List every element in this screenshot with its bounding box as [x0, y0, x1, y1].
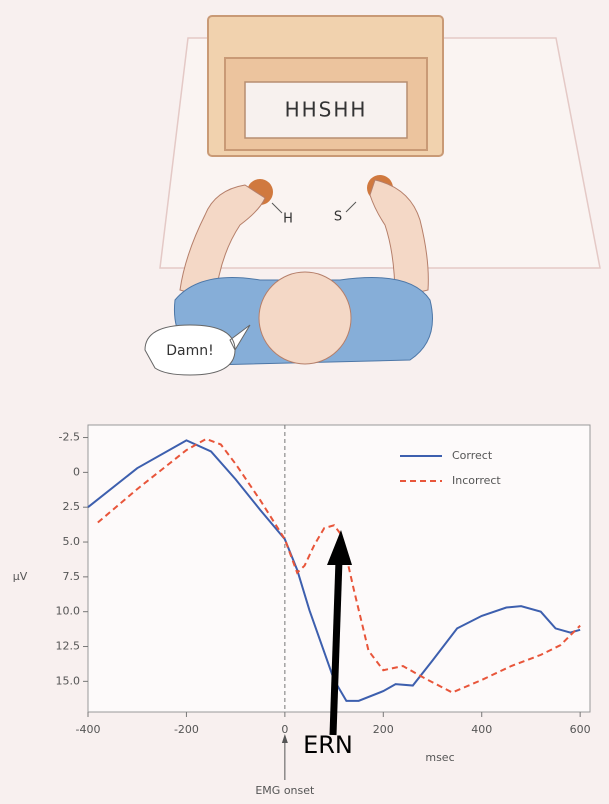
pointer — [271, 202, 283, 214]
key-label: H — [283, 212, 293, 227]
annotation-label: ERN — [303, 731, 353, 759]
annotation-arrow — [329, 559, 343, 736]
event-arrowhead — [281, 734, 288, 743]
head — [258, 271, 352, 365]
x-tick-label: 200 — [373, 723, 394, 736]
y-tick-label: 10.0 — [56, 605, 81, 618]
x-tick-label: 0 — [281, 723, 288, 736]
x-axis-label: msec — [425, 751, 454, 764]
x-tick-label: 400 — [471, 723, 492, 736]
screen-text: HHSHH — [285, 98, 368, 122]
y-tick-label: 12.5 — [56, 640, 81, 653]
y-tick-label: -2.5 — [59, 431, 80, 444]
x-tick-label: 600 — [570, 723, 591, 736]
x-tick-label: -200 — [174, 723, 199, 736]
y-tick-label: 2.5 — [63, 500, 81, 513]
series-line — [87, 439, 581, 702]
x-tick-label: -400 — [76, 723, 101, 736]
illustration: HHSHH H S Damn! — [144, 15, 601, 376]
y-tick-label: 5.0 — [63, 535, 81, 548]
legend-label: Correct — [452, 449, 493, 462]
event-label: EMG onset — [255, 784, 315, 797]
series-line — [97, 437, 581, 694]
speech-text: Damn! — [166, 343, 213, 359]
y-axis-label: μV — [13, 570, 28, 583]
legend-label: Incorrect — [452, 474, 501, 487]
key-label: S — [334, 210, 342, 225]
chart: -2.5 0 2.5 5.0 7.5 10.0 12.5 15.0 -400 -200 0 200 40… — [13, 424, 591, 797]
pointer — [345, 201, 357, 213]
annotation-arrowhead — [327, 530, 352, 565]
y-tick-label: 0 — [73, 465, 80, 478]
monitor-screen — [244, 81, 408, 139]
y-tick-label: 7.5 — [63, 570, 81, 583]
y-tick-label: 15.0 — [56, 674, 81, 687]
speech-bubble — [144, 324, 251, 376]
